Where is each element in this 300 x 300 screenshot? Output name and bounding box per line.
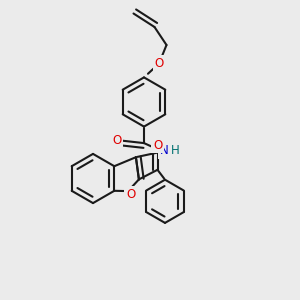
Text: O: O	[154, 57, 164, 70]
Text: O: O	[126, 188, 135, 201]
Text: O: O	[112, 134, 122, 147]
Text: N: N	[160, 144, 169, 158]
Text: O: O	[153, 139, 162, 152]
Text: H: H	[171, 144, 180, 158]
